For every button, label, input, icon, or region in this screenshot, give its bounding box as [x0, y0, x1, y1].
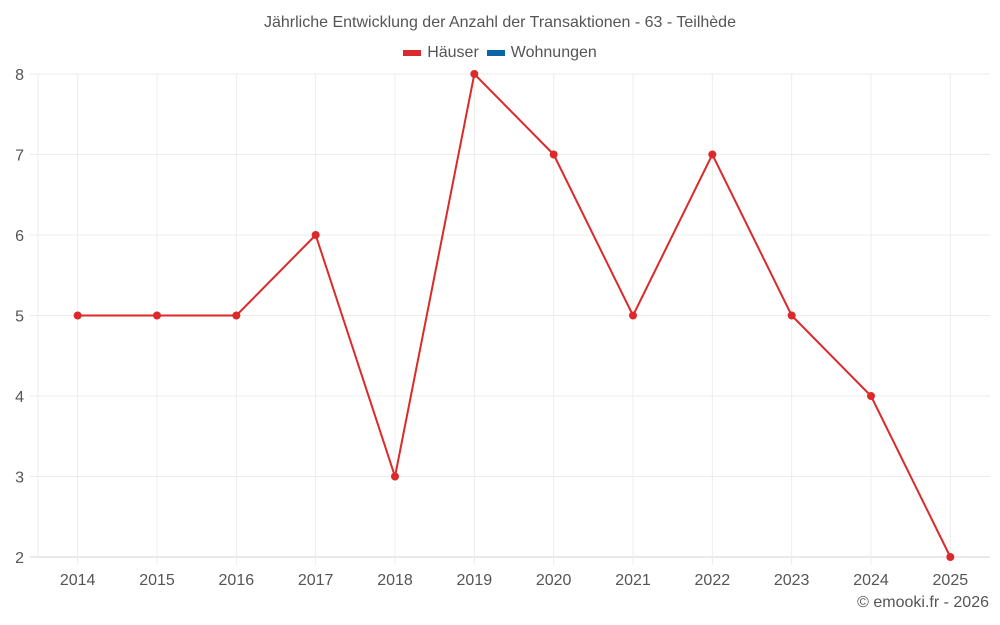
- x-axis-tick-label: 2018: [377, 572, 413, 589]
- x-axis-tick-label: 2021: [615, 572, 651, 589]
- legend-label-haeuser: Häuser: [427, 44, 479, 61]
- data-point-marker[interactable]: [787, 311, 796, 320]
- y-axis-tick-label: 6: [15, 228, 24, 245]
- legend-item-wohnungen[interactable]: Wohnungen: [486, 44, 597, 62]
- series-line: [77, 71, 952, 558]
- x-axis-tick-label: 2019: [457, 572, 493, 589]
- x-axis-tick-label: 2017: [298, 572, 334, 589]
- x-axis-tick-label: 2023: [774, 572, 810, 589]
- data-point-marker[interactable]: [946, 553, 955, 561]
- y-axis-tick-label: 2: [15, 550, 24, 567]
- legend-label-wohnungen: Wohnungen: [510, 44, 597, 61]
- data-point-marker[interactable]: [867, 392, 875, 400]
- data-point-marker[interactable]: [470, 70, 479, 78]
- x-axis-tick-label: 2014: [60, 572, 96, 589]
- legend-item-haeuser[interactable]: Häuser: [403, 44, 479, 62]
- y-axis-tick-label: 5: [15, 309, 24, 326]
- haeuser-swatch-icon: [403, 50, 422, 56]
- data-point-marker[interactable]: [629, 311, 637, 320]
- y-axis-tick-label: 4: [15, 389, 24, 406]
- x-axis-tick-label: 2024: [853, 572, 889, 589]
- x-axis-tick-label: 2020: [536, 572, 572, 589]
- data-point-marker[interactable]: [391, 472, 399, 481]
- y-axis-tick-label: 7: [15, 148, 24, 165]
- y-axis-tick-label: 8: [15, 67, 24, 84]
- data-point-marker[interactable]: [232, 311, 241, 320]
- x-axis-tick-label: 2016: [219, 572, 255, 589]
- chart-legend: Häuser Wohnungen: [0, 44, 1000, 62]
- copyright-credit: © emooki.fr - 2026: [857, 594, 989, 611]
- data-point-marker[interactable]: [73, 311, 82, 320]
- data-point-marker[interactable]: [708, 150, 717, 159]
- x-axis-tick-label: 2022: [695, 572, 731, 589]
- data-point-marker[interactable]: [311, 231, 320, 239]
- wohnungen-swatch-icon: [486, 50, 505, 56]
- data-point-marker[interactable]: [153, 311, 161, 320]
- y-axis-tick-label: 3: [15, 470, 24, 487]
- chart-title: Jährliche Entwicklung der Anzahl der Tra…: [264, 14, 736, 31]
- data-point-marker[interactable]: [549, 150, 558, 159]
- x-axis-tick-label: 2015: [139, 572, 175, 589]
- x-axis-tick-label: 2025: [933, 572, 969, 589]
